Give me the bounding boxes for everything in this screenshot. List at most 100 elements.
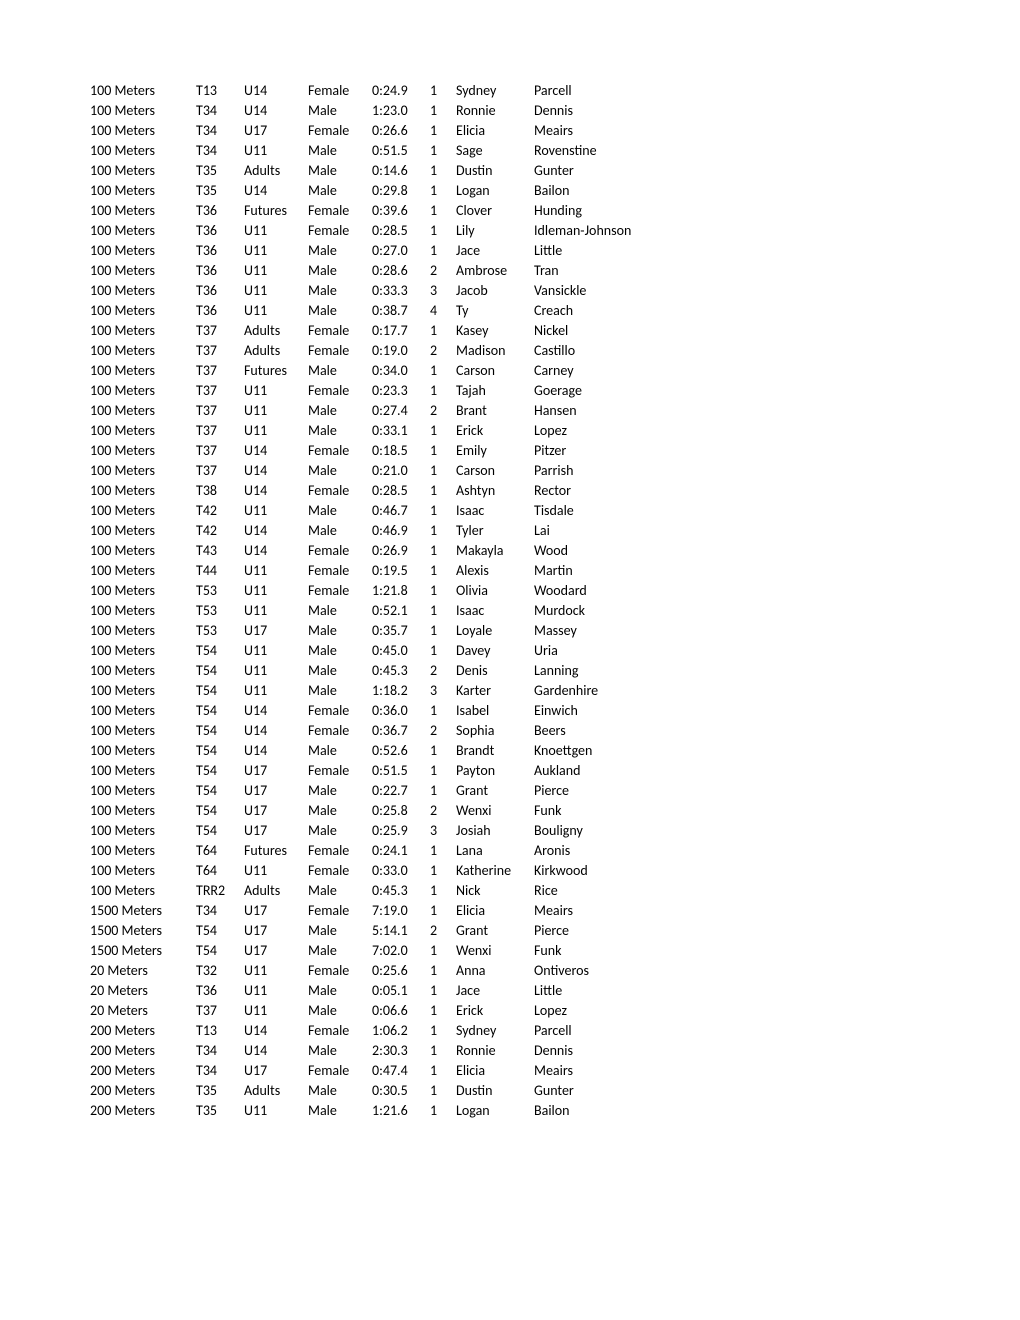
gender-cell: Male: [308, 680, 372, 700]
last-name-cell: Pierce: [534, 920, 680, 940]
class-cell: T64: [196, 840, 244, 860]
place-cell: 1: [430, 120, 456, 140]
table-row: 100 MetersT36U11Male0:27.01JaceLittle: [90, 240, 680, 260]
place-cell: 1: [430, 440, 456, 460]
time-cell: 0:30.5: [372, 1080, 430, 1100]
class-cell: T43: [196, 540, 244, 560]
class-cell: T37: [196, 440, 244, 460]
class-cell: T54: [196, 780, 244, 800]
gender-cell: Female: [308, 760, 372, 780]
class-cell: T53: [196, 620, 244, 640]
class-cell: T36: [196, 200, 244, 220]
class-cell: T54: [196, 940, 244, 960]
table-row: 100 MetersT36FuturesFemale0:39.61CloverH…: [90, 200, 680, 220]
table-row: 100 MetersT42U11Male0:46.71IsaacTisdale: [90, 500, 680, 520]
time-cell: 0:33.3: [372, 280, 430, 300]
first-name-cell: Grant: [456, 780, 534, 800]
place-cell: 1: [430, 780, 456, 800]
first-name-cell: Josiah: [456, 820, 534, 840]
last-name-cell: Pitzer: [534, 440, 680, 460]
class-cell: T13: [196, 80, 244, 100]
event-cell: 100 Meters: [90, 560, 196, 580]
table-row: 100 MetersT37U14Male0:21.01CarsonParrish: [90, 460, 680, 480]
first-name-cell: Emily: [456, 440, 534, 460]
place-cell: 1: [430, 1020, 456, 1040]
age-group-cell: U14: [244, 100, 308, 120]
place-cell: 1: [430, 1060, 456, 1080]
first-name-cell: Logan: [456, 180, 534, 200]
age-group-cell: U17: [244, 940, 308, 960]
table-row: 100 MetersT44U11Female0:19.51AlexisMarti…: [90, 560, 680, 580]
first-name-cell: Alexis: [456, 560, 534, 580]
time-cell: 0:25.9: [372, 820, 430, 840]
table-row: 100 MetersT37U11Male0:33.11ErickLopez: [90, 420, 680, 440]
first-name-cell: Ronnie: [456, 1040, 534, 1060]
event-cell: 100 Meters: [90, 140, 196, 160]
place-cell: 1: [430, 320, 456, 340]
time-cell: 5:14.1: [372, 920, 430, 940]
place-cell: 1: [430, 840, 456, 860]
age-group-cell: U17: [244, 800, 308, 820]
first-name-cell: Davey: [456, 640, 534, 660]
table-row: 200 MetersT13U14Female1:06.21SydneyParce…: [90, 1020, 680, 1040]
gender-cell: Female: [308, 200, 372, 220]
place-cell: 1: [430, 540, 456, 560]
last-name-cell: Funk: [534, 940, 680, 960]
event-cell: 100 Meters: [90, 260, 196, 280]
gender-cell: Male: [308, 140, 372, 160]
age-group-cell: Adults: [244, 340, 308, 360]
gender-cell: Male: [308, 280, 372, 300]
age-group-cell: U11: [244, 220, 308, 240]
table-row: 200 MetersT34U14Male2:30.31RonnieDennis: [90, 1040, 680, 1060]
first-name-cell: Erick: [456, 1000, 534, 1020]
age-group-cell: U14: [244, 440, 308, 460]
age-group-cell: U11: [244, 140, 308, 160]
first-name-cell: Sage: [456, 140, 534, 160]
event-cell: 100 Meters: [90, 820, 196, 840]
place-cell: 1: [430, 480, 456, 500]
first-name-cell: Dustin: [456, 160, 534, 180]
last-name-cell: Gunter: [534, 160, 680, 180]
place-cell: 1: [430, 760, 456, 780]
class-cell: T54: [196, 680, 244, 700]
place-cell: 1: [430, 1080, 456, 1100]
event-cell: 100 Meters: [90, 360, 196, 380]
age-group-cell: U11: [244, 1000, 308, 1020]
table-row: 100 MetersT37FuturesMale0:34.01CarsonCar…: [90, 360, 680, 380]
event-cell: 100 Meters: [90, 780, 196, 800]
place-cell: 1: [430, 860, 456, 880]
last-name-cell: Aronis: [534, 840, 680, 860]
place-cell: 2: [430, 340, 456, 360]
time-cell: 0:19.5: [372, 560, 430, 580]
time-cell: 0:24.1: [372, 840, 430, 860]
first-name-cell: Katherine: [456, 860, 534, 880]
place-cell: 1: [430, 220, 456, 240]
time-cell: 0:19.0: [372, 340, 430, 360]
class-cell: T53: [196, 580, 244, 600]
class-cell: T54: [196, 740, 244, 760]
first-name-cell: Loyale: [456, 620, 534, 640]
class-cell: T36: [196, 300, 244, 320]
place-cell: 1: [430, 620, 456, 640]
place-cell: 1: [430, 580, 456, 600]
time-cell: 0:24.9: [372, 80, 430, 100]
age-group-cell: U14: [244, 540, 308, 560]
class-cell: T53: [196, 600, 244, 620]
class-cell: T37: [196, 420, 244, 440]
event-cell: 100 Meters: [90, 720, 196, 740]
event-cell: 100 Meters: [90, 160, 196, 180]
time-cell: 7:02.0: [372, 940, 430, 960]
time-cell: 0:28.6: [372, 260, 430, 280]
age-group-cell: U14: [244, 1040, 308, 1060]
gender-cell: Female: [308, 120, 372, 140]
place-cell: 2: [430, 720, 456, 740]
place-cell: 1: [430, 500, 456, 520]
last-name-cell: Dennis: [534, 100, 680, 120]
event-cell: 100 Meters: [90, 520, 196, 540]
last-name-cell: Rector: [534, 480, 680, 500]
age-group-cell: U14: [244, 480, 308, 500]
place-cell: 1: [430, 700, 456, 720]
time-cell: 0:06.6: [372, 1000, 430, 1020]
last-name-cell: Wood: [534, 540, 680, 560]
first-name-cell: Elicia: [456, 120, 534, 140]
